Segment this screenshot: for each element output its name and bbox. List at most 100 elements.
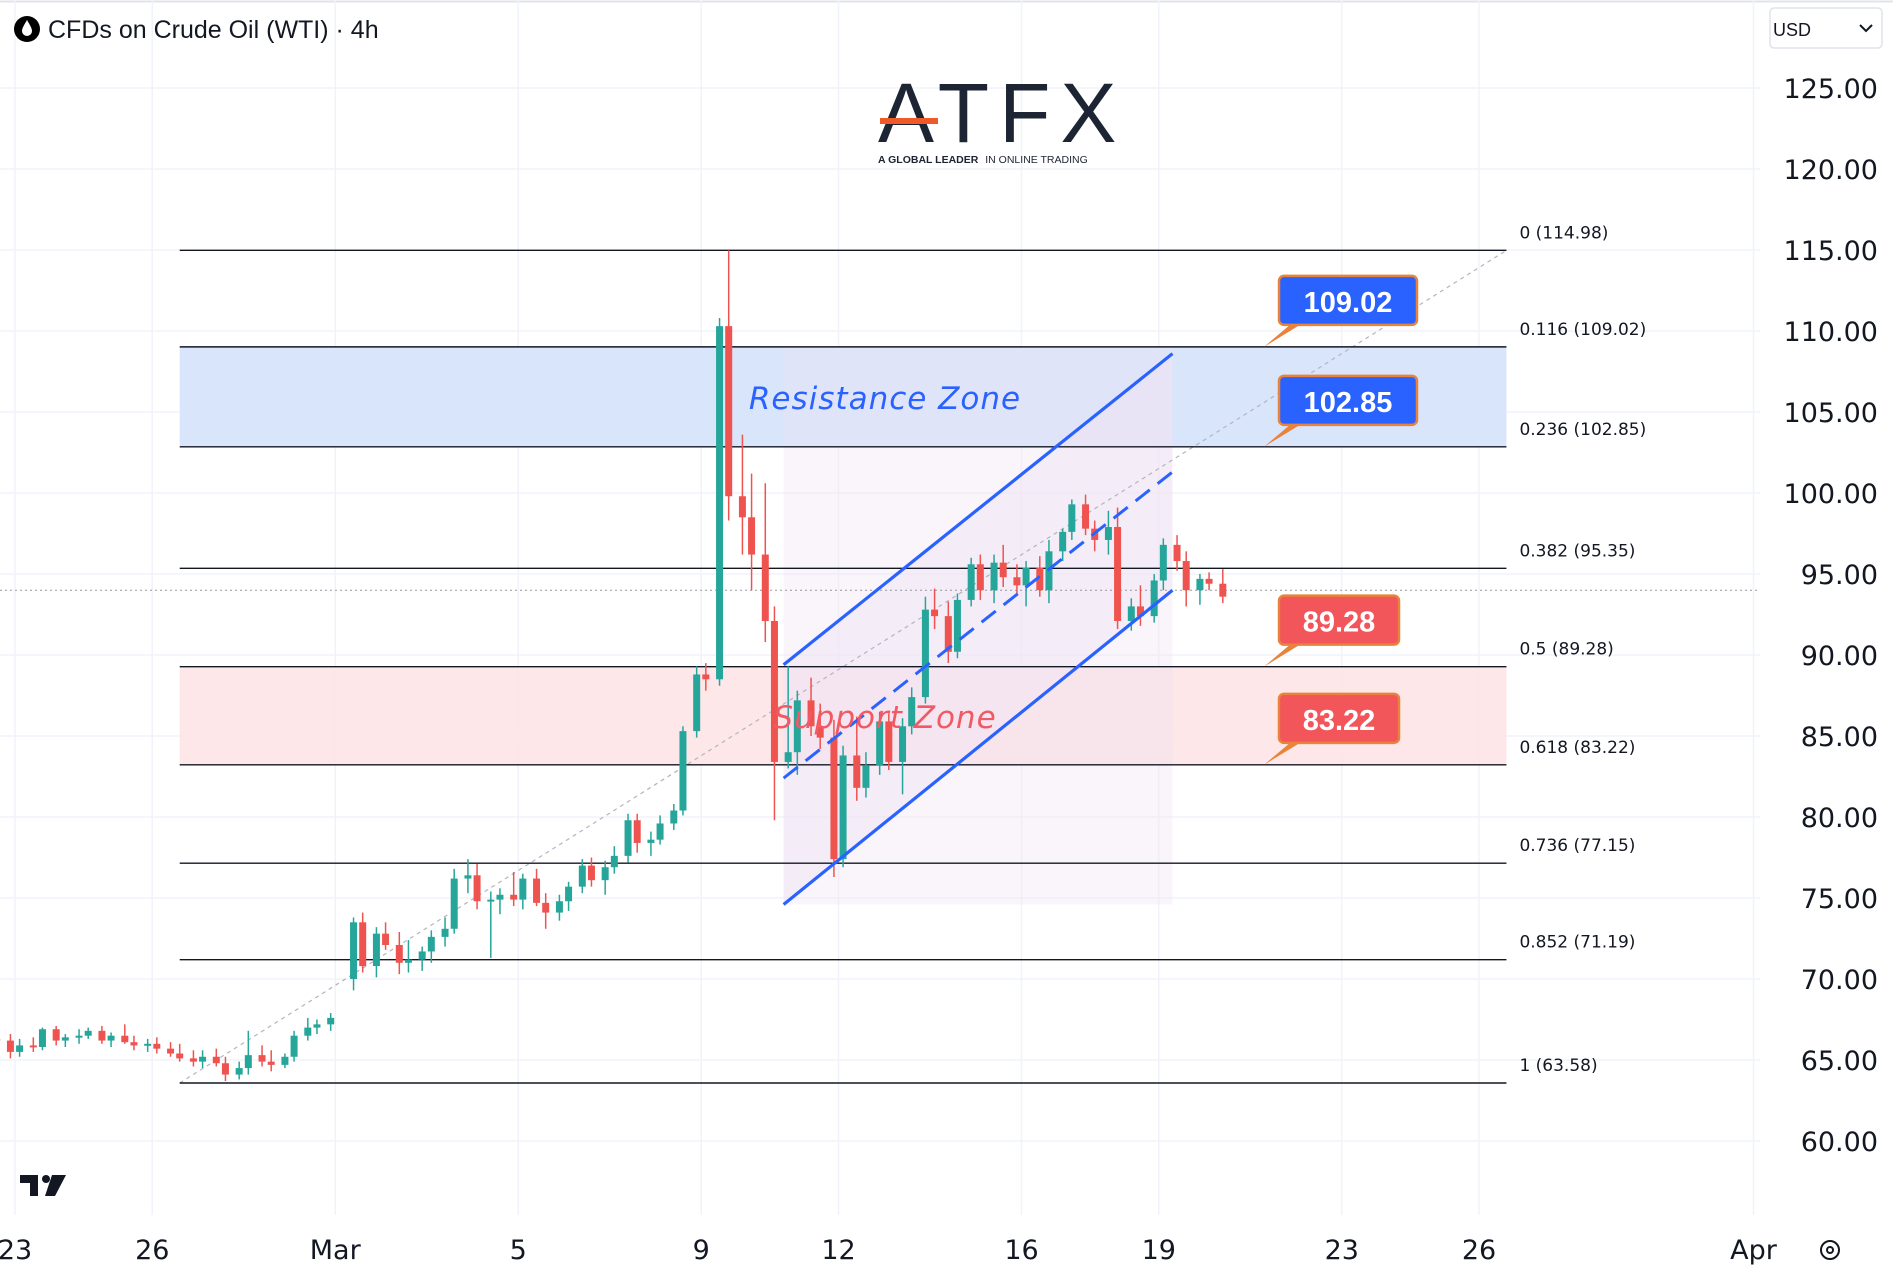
candle[interactable] [999, 544, 1007, 587]
candle[interactable] [990, 554, 998, 604]
candle[interactable] [738, 434, 746, 555]
tradingview-logo-icon[interactable] [20, 1175, 66, 1196]
candle[interactable] [670, 804, 678, 830]
candle[interactable] [679, 726, 687, 816]
candle[interactable] [761, 483, 769, 643]
candle[interactable] [144, 1038, 152, 1052]
candle[interactable] [418, 946, 426, 971]
candle[interactable] [450, 868, 458, 934]
candle[interactable] [176, 1043, 184, 1062]
candle[interactable] [748, 473, 756, 591]
candle[interactable] [542, 893, 550, 929]
candle[interactable] [61, 1034, 69, 1048]
candle[interactable] [427, 930, 435, 963]
candle[interactable] [1196, 574, 1204, 605]
candle[interactable] [1104, 510, 1112, 555]
candle[interactable] [372, 927, 380, 978]
candle[interactable] [793, 690, 801, 775]
candle[interactable] [1173, 535, 1181, 571]
candle[interactable] [29, 1037, 37, 1052]
candle[interactable] [98, 1025, 106, 1044]
candle[interactable] [130, 1035, 138, 1051]
candle[interactable] [816, 703, 824, 749]
candle[interactable] [267, 1050, 275, 1072]
candle[interactable] [770, 606, 778, 821]
candle[interactable] [1205, 572, 1213, 591]
candle[interactable] [244, 1030, 252, 1075]
candle[interactable] [967, 557, 975, 607]
candle[interactable] [519, 873, 527, 910]
candle[interactable] [862, 752, 870, 798]
candle[interactable] [1059, 528, 1067, 562]
candle[interactable] [725, 250, 733, 521]
candle[interactable] [313, 1019, 321, 1035]
candle[interactable] [382, 922, 390, 950]
candle[interactable] [327, 1013, 335, 1031]
candle[interactable] [533, 868, 541, 907]
candle[interactable] [75, 1029, 83, 1044]
currency-selector[interactable]: USD [1769, 7, 1883, 49]
candle[interactable] [464, 859, 472, 894]
candle[interactable] [587, 857, 595, 887]
candle[interactable] [953, 593, 961, 659]
candle[interactable] [212, 1048, 220, 1067]
candle[interactable] [167, 1042, 175, 1057]
candle[interactable] [944, 601, 952, 664]
channel-lower-line[interactable] [782, 588, 1174, 906]
candle[interactable] [6, 1034, 14, 1059]
candle[interactable] [496, 888, 504, 915]
candle[interactable] [1182, 551, 1190, 607]
candle[interactable] [199, 1050, 207, 1069]
candle[interactable] [784, 666, 792, 769]
candle[interactable] [473, 863, 481, 910]
candle[interactable] [555, 894, 563, 921]
candle[interactable] [633, 813, 641, 853]
candle[interactable] [1036, 556, 1044, 597]
candle[interactable] [899, 718, 907, 795]
candle[interactable] [121, 1024, 129, 1044]
candle[interactable] [487, 891, 495, 958]
candle[interactable] [395, 932, 403, 975]
candle[interactable] [807, 677, 815, 736]
candle[interactable] [1136, 585, 1144, 626]
candle[interactable] [908, 687, 916, 735]
time-axis[interactable]: 23 26 Mar 5 9 12 16 19 23 26 Apr [0, 1235, 1778, 1266]
candle[interactable] [976, 554, 984, 600]
candle[interactable] [153, 1037, 161, 1054]
candle[interactable] [16, 1038, 24, 1057]
candle[interactable] [404, 940, 412, 973]
candle[interactable] [693, 666, 701, 738]
candle[interactable] [702, 663, 710, 691]
candle[interactable] [716, 318, 724, 686]
candle[interactable] [52, 1025, 60, 1046]
candle[interactable] [1114, 507, 1122, 630]
candle[interactable] [830, 719, 838, 877]
candle[interactable] [359, 912, 367, 973]
candle[interactable] [610, 846, 618, 874]
candle[interactable] [853, 716, 861, 801]
candle[interactable] [647, 831, 655, 856]
candle[interactable] [304, 1017, 312, 1041]
candle[interactable] [107, 1032, 115, 1048]
gear-icon[interactable] [1820, 1240, 1840, 1260]
candle[interactable] [38, 1027, 46, 1051]
price-channel[interactable] [782, 352, 1174, 906]
symbol-header[interactable]: CFDs on Crude Oil (WTI) · 4h [14, 16, 379, 44]
candle[interactable] [601, 860, 609, 895]
candle[interactable] [290, 1030, 298, 1062]
candle[interactable] [235, 1061, 243, 1080]
candle[interactable] [885, 713, 893, 771]
candle[interactable] [281, 1053, 289, 1069]
candle[interactable] [258, 1045, 266, 1067]
price-axis[interactable]: 125.00 120.00 115.00 110.00 105.00 100.00 95.0… [1784, 74, 1878, 1158]
candle[interactable] [84, 1027, 92, 1039]
candle[interactable] [565, 881, 573, 911]
candle[interactable] [1082, 494, 1090, 536]
candle[interactable] [578, 859, 586, 894]
candle[interactable] [624, 813, 632, 863]
candle[interactable] [1022, 561, 1030, 607]
candle[interactable] [1013, 564, 1021, 596]
candle[interactable] [931, 588, 939, 630]
candle[interactable] [839, 745, 847, 868]
